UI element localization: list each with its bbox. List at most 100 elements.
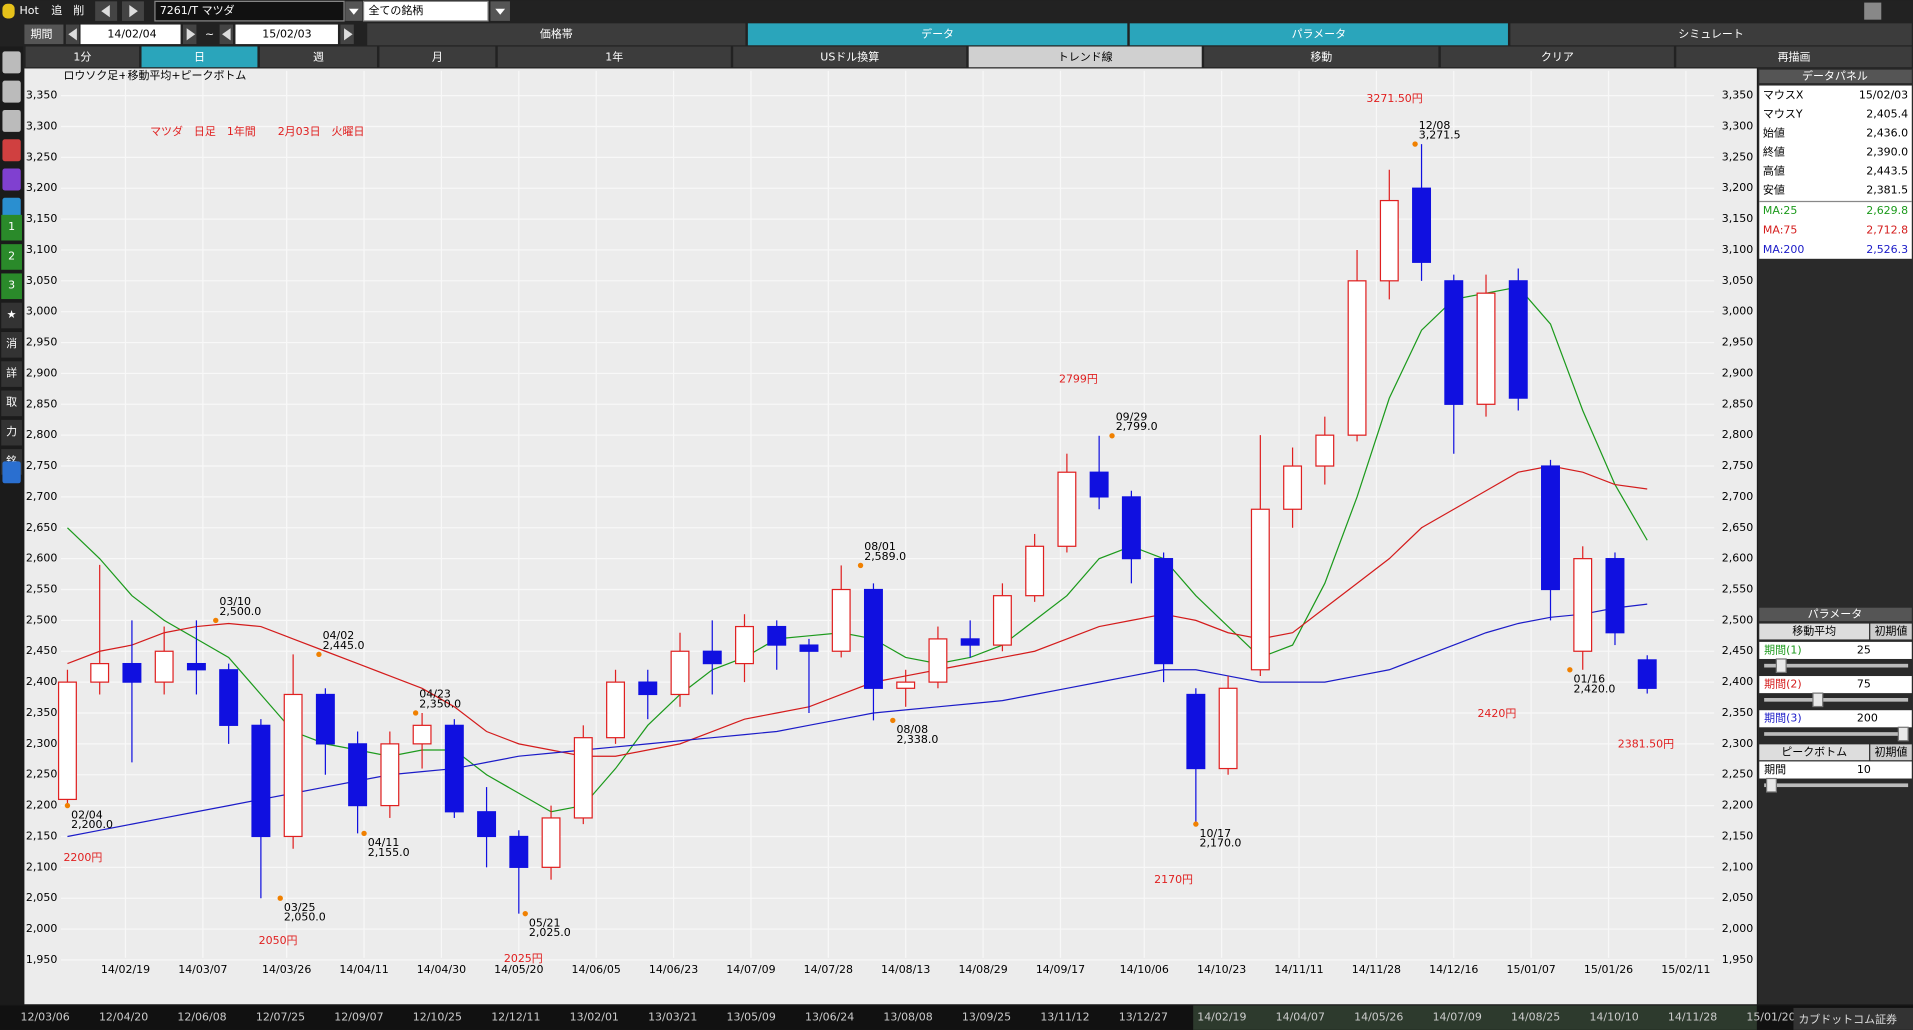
to-date[interactable]: 15/02/03 — [262, 27, 311, 40]
y-tick-label: 2,350 — [1722, 706, 1753, 719]
tool-icon[interactable] — [2, 80, 21, 103]
button[interactable] — [379, 46, 496, 68]
tool-icon[interactable] — [2, 168, 21, 191]
settings-icon[interactable] — [2, 461, 21, 484]
arrow-button[interactable] — [186, 28, 196, 41]
param-value[interactable]: 25 — [1857, 643, 1871, 656]
tab[interactable] — [1510, 23, 1912, 46]
tool-icon-label[interactable]: 3 — [8, 279, 15, 292]
button-label[interactable]: トレンド線 — [1058, 49, 1113, 63]
slider-track[interactable] — [1764, 663, 1909, 668]
tool-icon[interactable] — [2, 139, 21, 162]
y-tick-label: 1,950 — [26, 953, 57, 966]
section-title: ピークボトム — [1781, 745, 1847, 758]
slider-track[interactable] — [1764, 698, 1909, 702]
peak-date: 09/29 — [1116, 410, 1148, 423]
button[interactable] — [1676, 46, 1912, 68]
tool-icon-label[interactable]: 力 — [6, 425, 17, 438]
tool-icon-label[interactable]: 銘 — [6, 453, 17, 467]
button-label[interactable]: 1分 — [73, 50, 91, 63]
button[interactable] — [497, 46, 731, 68]
x-tick-label: 14/08/29 — [958, 963, 1007, 976]
tab[interactable] — [1129, 23, 1508, 46]
tool-icon[interactable] — [1, 419, 22, 446]
hot-button[interactable]: Hot — [20, 4, 40, 17]
tool-icon[interactable] — [2, 197, 21, 220]
peak-value: 2,445.0 — [323, 639, 365, 652]
tool-icon[interactable] — [2, 109, 21, 132]
candle-body — [1121, 496, 1141, 560]
tab[interactable] — [367, 23, 746, 46]
arrow-button[interactable] — [344, 28, 353, 41]
tool-icon[interactable] — [2, 51, 21, 74]
tool-icon[interactable] — [1, 214, 22, 241]
tab-label[interactable]: 価格帯 — [540, 26, 573, 40]
button[interactable] — [259, 46, 377, 68]
data-label: マウスX — [1763, 88, 1804, 101]
arrow-button[interactable] — [222, 28, 231, 41]
tab-label[interactable]: データ — [921, 26, 954, 40]
y-tick-label: 2,900 — [26, 366, 57, 379]
tab[interactable] — [747, 23, 1128, 46]
button-label[interactable]: クリア — [1541, 50, 1574, 63]
reset-button[interactable] — [1870, 623, 1912, 640]
button[interactable] — [25, 46, 140, 68]
tool-icon-label[interactable]: 詳 — [6, 365, 17, 379]
tool-icon-label[interactable]: 取 — [6, 396, 17, 409]
button-label[interactable]: 月 — [432, 50, 443, 63]
x-tick-label: 14/07/28 — [804, 963, 853, 976]
tab-label[interactable]: シミュレート — [1678, 27, 1744, 40]
slider-thumb[interactable] — [1812, 692, 1824, 708]
symbol-select[interactable]: 7261/T マツダ — [160, 3, 235, 17]
slider-track[interactable] — [1764, 783, 1909, 788]
tool-icon-label[interactable]: 2 — [8, 249, 15, 262]
add-button[interactable]: 追 — [51, 3, 62, 17]
slider-thumb[interactable] — [1775, 658, 1787, 673]
reset-label[interactable]: 初期値 — [1875, 624, 1908, 638]
arrow-button[interactable] — [68, 28, 77, 41]
tool-icon[interactable] — [1, 331, 22, 358]
candle-body — [1476, 292, 1496, 405]
button-label[interactable]: 移動 — [1310, 49, 1332, 63]
button[interactable] — [1440, 46, 1674, 68]
slider-thumb[interactable] — [1765, 777, 1777, 793]
button[interactable] — [1204, 46, 1439, 68]
peak-marker — [64, 802, 71, 809]
button-label[interactable]: 日 — [194, 50, 205, 63]
arrow-button[interactable] — [101, 5, 110, 18]
tool-icon-label[interactable]: 1 — [8, 220, 15, 233]
peak-marker — [1193, 821, 1199, 827]
button-label[interactable]: USドル換算 — [820, 49, 879, 63]
peak-value: 2,420.0 — [1574, 682, 1616, 695]
tool-icon-label[interactable]: 消 — [6, 336, 17, 350]
arrow-button[interactable] — [129, 5, 138, 18]
delete-button[interactable]: 削 — [73, 3, 84, 17]
tool-icon[interactable] — [1, 390, 22, 417]
button-label[interactable]: 再描画 — [1778, 49, 1811, 63]
timeline-window[interactable] — [1193, 1005, 1757, 1030]
from-date[interactable]: 14/02/04 — [107, 27, 156, 40]
slider-track[interactable] — [1764, 732, 1909, 736]
market-select[interactable]: 全ての銘柄 — [368, 3, 423, 17]
panel-title: パラメータ — [1808, 607, 1863, 620]
tool-icon-label[interactable]: ★ — [7, 308, 17, 321]
button-label[interactable]: 1年 — [605, 49, 623, 63]
param-value[interactable]: 200 — [1857, 712, 1878, 725]
tool-icon[interactable] — [1, 361, 22, 387]
button[interactable] — [733, 46, 967, 68]
reset-label[interactable]: 初期値 — [1875, 744, 1908, 758]
slider-thumb[interactable] — [1897, 726, 1909, 742]
tool-icon[interactable] — [1, 302, 22, 329]
moving-average-line — [67, 286, 1648, 813]
tool-icon[interactable] — [1, 273, 22, 300]
reset-button[interactable] — [1870, 744, 1912, 761]
tool-icon[interactable] — [1, 244, 22, 270]
button[interactable] — [968, 46, 1202, 68]
button[interactable] — [141, 46, 258, 68]
tab-label[interactable]: パラメータ — [1292, 27, 1347, 40]
param-value[interactable]: 75 — [1857, 678, 1871, 691]
param-value[interactable]: 10 — [1857, 763, 1871, 776]
candle-body — [702, 650, 722, 665]
candle-body — [928, 638, 948, 683]
button-label[interactable]: 週 — [313, 50, 324, 63]
